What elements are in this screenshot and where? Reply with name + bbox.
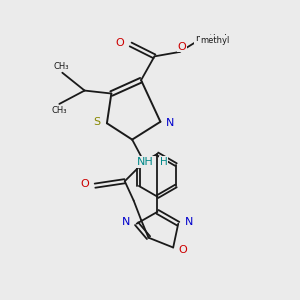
Text: O: O	[178, 42, 187, 52]
Text: H: H	[160, 157, 167, 167]
Text: methyl: methyl	[201, 35, 226, 41]
Text: O: O	[81, 179, 90, 189]
Text: CH₃: CH₃	[51, 106, 67, 115]
Text: N: N	[185, 217, 193, 227]
Text: CH₃: CH₃	[54, 62, 70, 71]
Text: O: O	[178, 245, 187, 256]
Text: methyl: methyl	[195, 34, 227, 43]
Text: methyl: methyl	[200, 35, 230, 44]
Text: O: O	[115, 38, 124, 48]
Text: NH: NH	[137, 157, 154, 167]
Text: S: S	[94, 117, 101, 127]
Text: N: N	[122, 217, 130, 227]
Text: N: N	[166, 118, 174, 128]
